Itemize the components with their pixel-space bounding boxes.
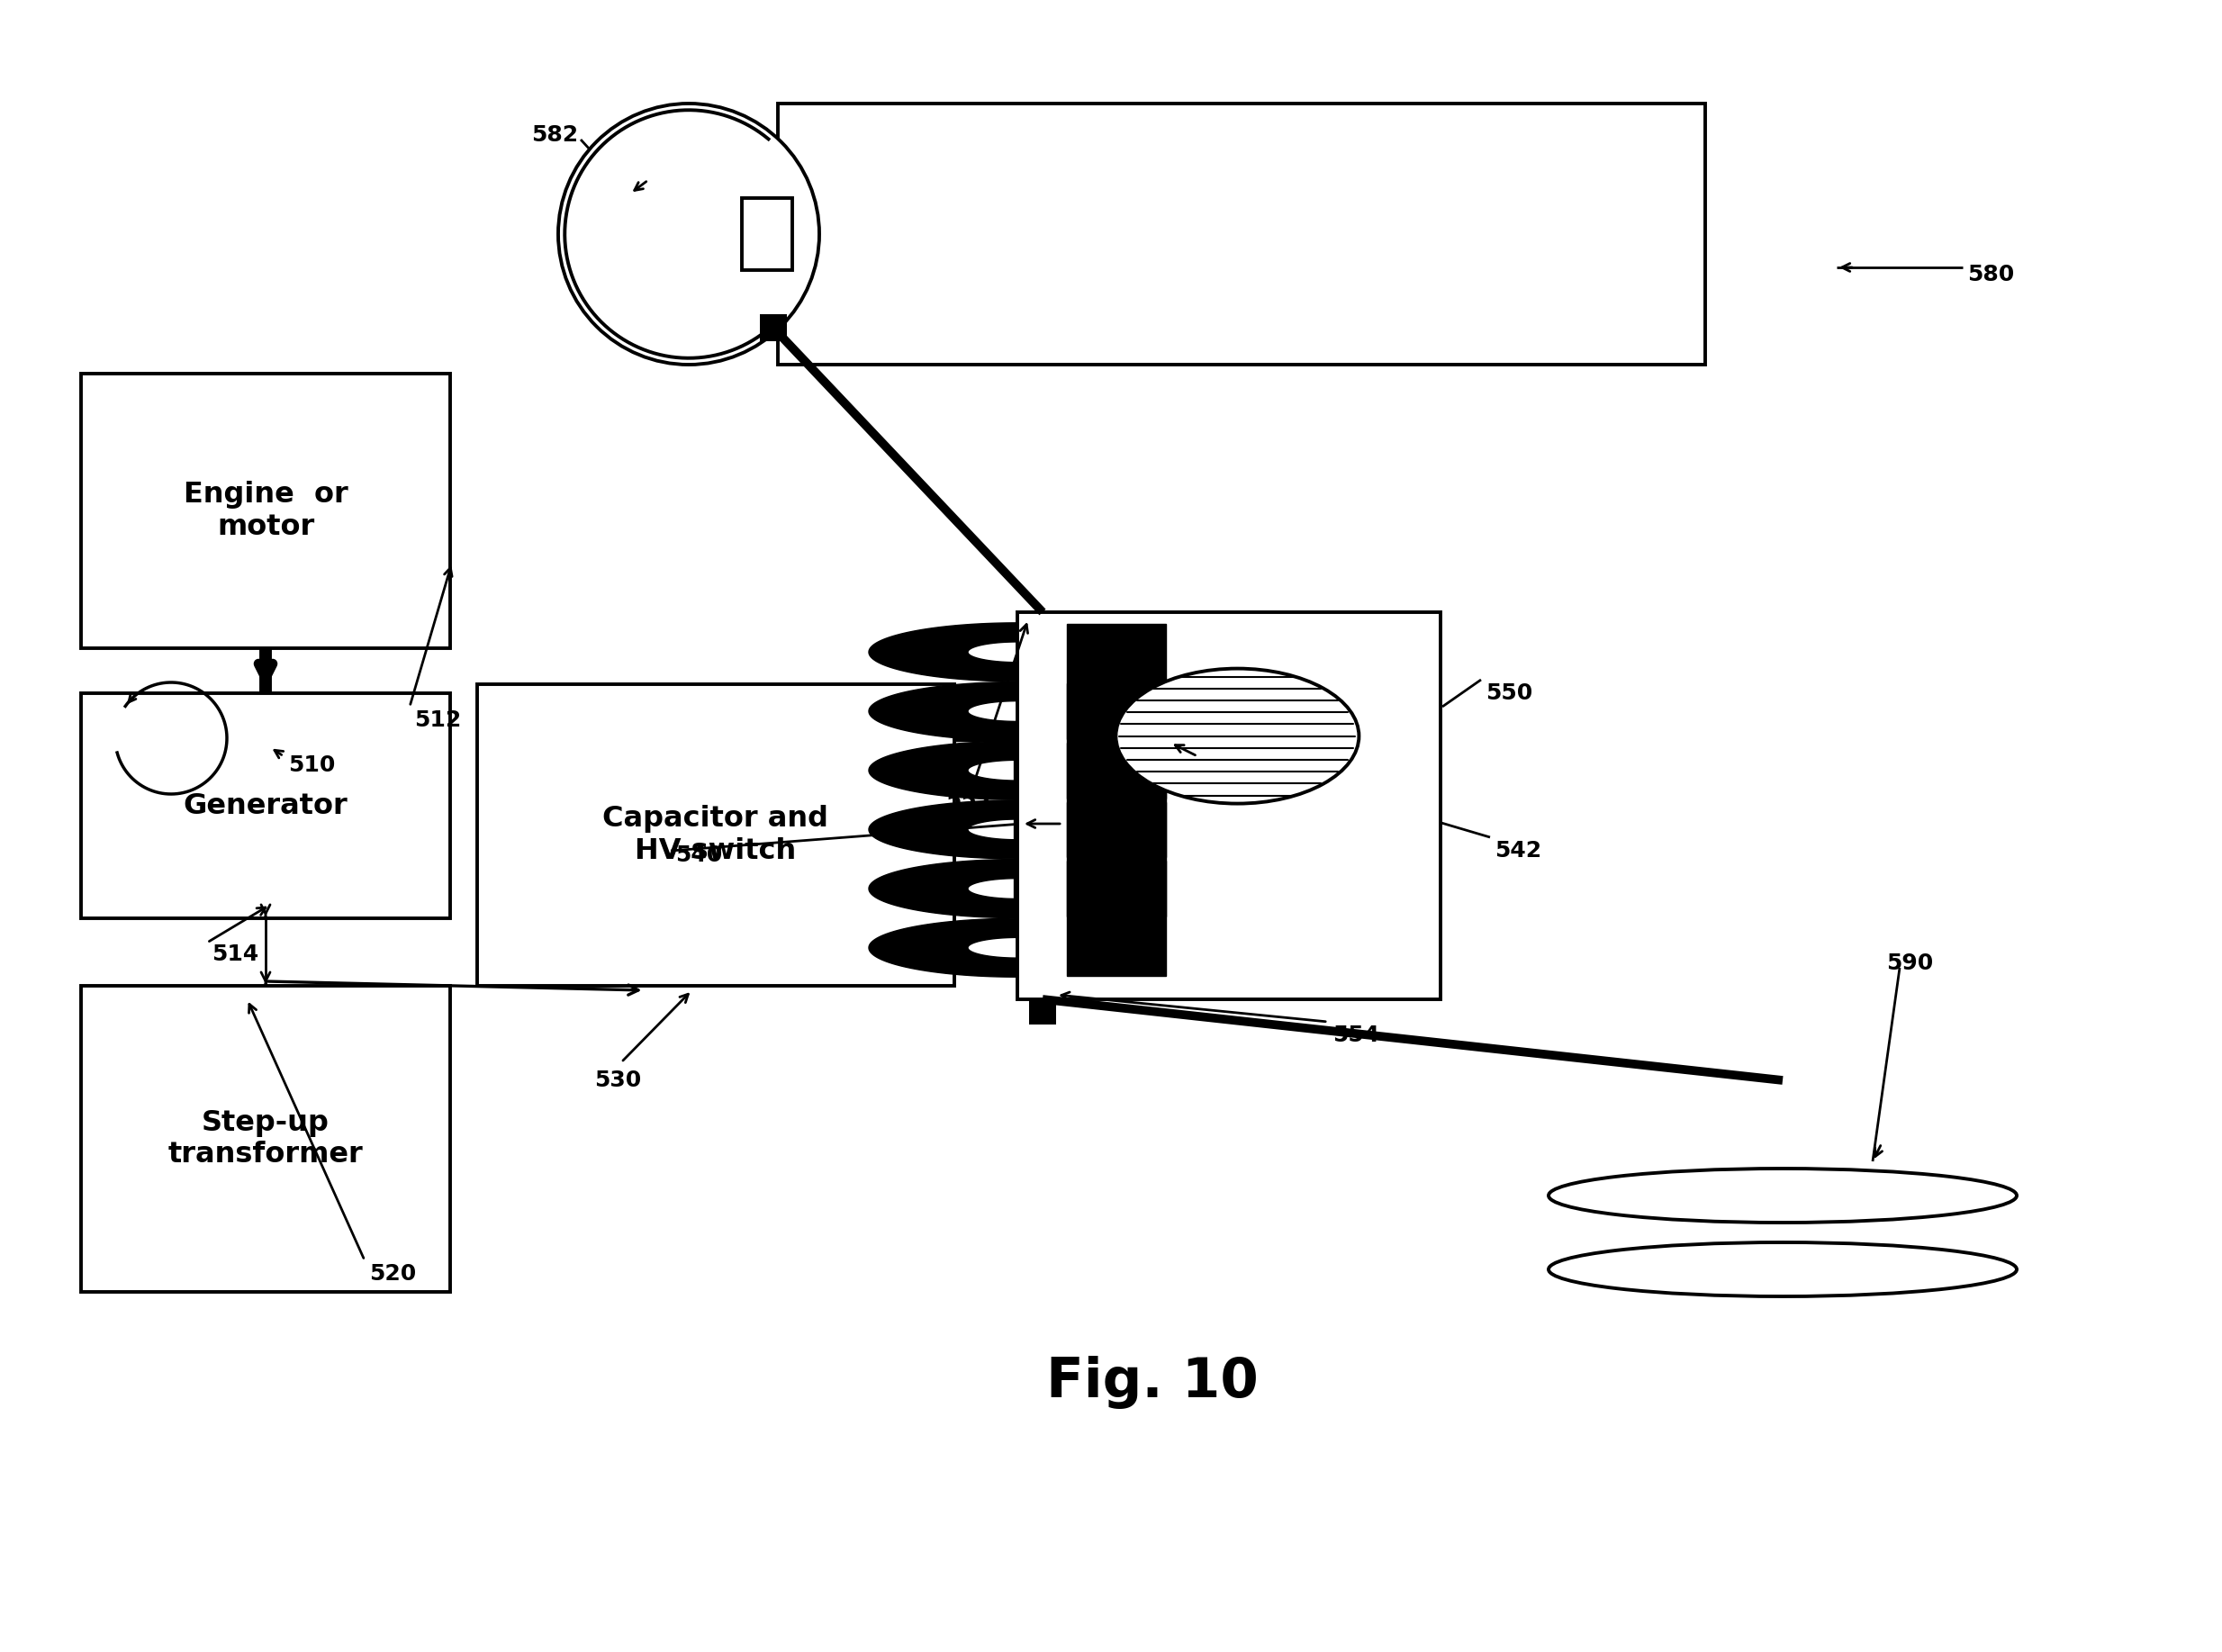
Polygon shape: [1067, 684, 1167, 798]
Bar: [80, 694, 451, 919]
Text: 540: 540: [675, 844, 722, 866]
Text: 550: 550: [1487, 682, 1533, 704]
Polygon shape: [1067, 801, 1167, 917]
Ellipse shape: [1549, 1242, 2018, 1297]
Text: 530: 530: [593, 1069, 642, 1090]
Text: 552: 552: [944, 790, 993, 813]
Text: Engine  or
motor: Engine or motor: [184, 481, 349, 540]
Polygon shape: [1067, 624, 1167, 738]
Text: 580: 580: [1966, 264, 2015, 286]
Polygon shape: [869, 682, 1018, 740]
Bar: [478, 684, 953, 986]
Bar: [760, 314, 787, 342]
Text: 582: 582: [531, 124, 578, 145]
Bar: [1029, 999, 1055, 1024]
Text: 512: 512: [413, 709, 462, 732]
Polygon shape: [564, 111, 769, 358]
Text: 510: 510: [289, 755, 336, 776]
Bar: [742, 198, 791, 269]
Polygon shape: [869, 859, 1018, 919]
Text: 554: 554: [1333, 1024, 1380, 1046]
Text: 520: 520: [369, 1264, 416, 1285]
Polygon shape: [869, 623, 1018, 681]
Bar: [778, 104, 1704, 365]
Text: 542: 542: [1495, 839, 1542, 862]
Text: Capacitor and
HV switch: Capacitor and HV switch: [602, 805, 829, 866]
Text: Step-up
transformer: Step-up transformer: [169, 1108, 362, 1170]
Polygon shape: [1067, 861, 1167, 976]
Text: 590: 590: [1886, 953, 1933, 975]
Text: Fig. 10: Fig. 10: [1047, 1355, 1258, 1409]
Polygon shape: [869, 742, 1018, 800]
Ellipse shape: [1549, 1168, 2018, 1222]
Text: Generator: Generator: [184, 791, 349, 819]
Text: 514: 514: [211, 943, 258, 965]
Polygon shape: [1067, 742, 1167, 857]
Polygon shape: [869, 919, 1018, 976]
Bar: [80, 373, 451, 648]
Polygon shape: [869, 800, 1018, 859]
Bar: [1018, 613, 1440, 999]
Bar: [80, 986, 451, 1292]
Ellipse shape: [1115, 669, 1360, 803]
Circle shape: [558, 104, 820, 365]
